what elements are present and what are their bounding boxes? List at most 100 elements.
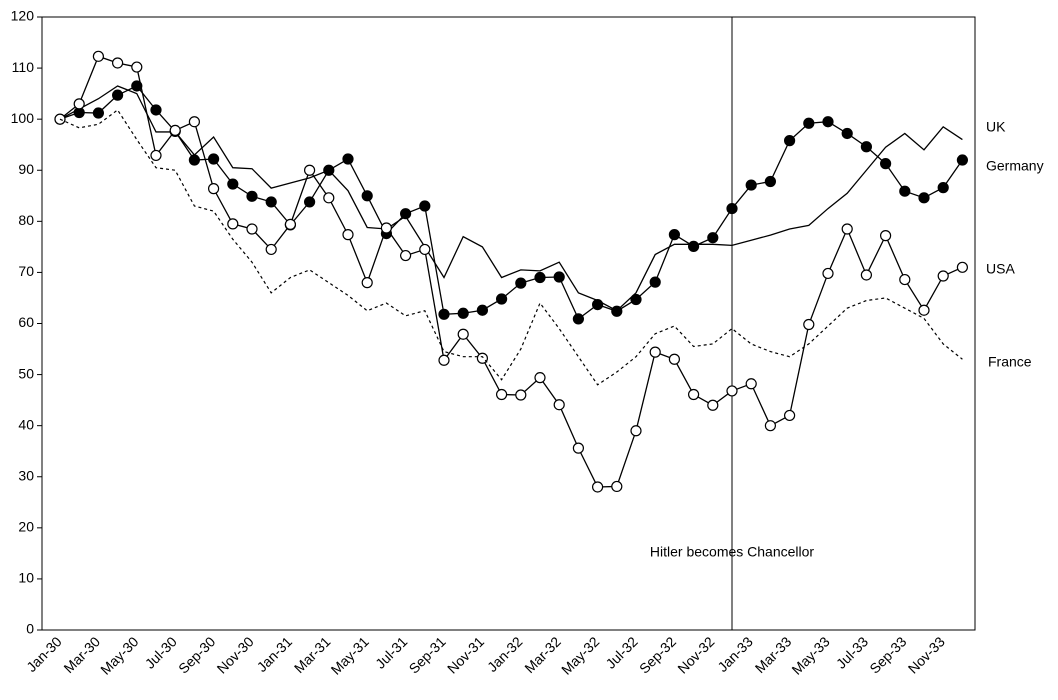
marker — [188, 116, 200, 128]
marker — [687, 240, 700, 252]
marker — [899, 185, 911, 197]
marker — [860, 269, 873, 281]
marker — [208, 153, 220, 165]
marker — [918, 304, 930, 316]
marker — [419, 200, 431, 212]
marker — [323, 192, 335, 204]
legend-label: Germany — [986, 158, 1044, 174]
y-tick-label: 60 — [18, 314, 34, 330]
marker — [630, 425, 642, 437]
x-tick-label: May-30 — [97, 633, 141, 677]
marker — [879, 158, 892, 170]
marker — [707, 399, 719, 411]
marker — [553, 399, 565, 411]
marker — [73, 98, 85, 110]
y-tick-label: 80 — [18, 212, 34, 228]
legend-label: UK — [986, 119, 1006, 135]
marker — [323, 164, 335, 176]
marker — [150, 104, 162, 116]
y-tick-label: 120 — [11, 8, 35, 24]
marker — [400, 249, 412, 262]
x-tick-label: May-33 — [788, 633, 832, 677]
annotation: Hitler becomes Chancellor — [650, 544, 815, 560]
marker — [937, 182, 949, 194]
series-line — [59, 109, 963, 386]
marker — [284, 218, 296, 230]
marker — [304, 164, 316, 176]
marker — [860, 141, 873, 153]
marker — [572, 313, 585, 325]
marker — [572, 442, 585, 454]
marker — [457, 307, 469, 319]
marker — [208, 183, 220, 195]
marker — [227, 218, 239, 230]
marker — [361, 277, 373, 289]
marker — [783, 135, 796, 147]
x-tick-label: Sep-33 — [866, 633, 909, 676]
series-line — [59, 85, 963, 312]
y-tick-label: 0 — [26, 621, 34, 637]
marker — [803, 318, 815, 331]
legend-label: USA — [986, 261, 1015, 277]
marker — [342, 229, 354, 241]
marker — [246, 223, 258, 235]
y-tick-label: 50 — [18, 365, 34, 381]
y-tick-label: 90 — [18, 161, 34, 177]
marker — [111, 57, 124, 69]
x-tick-label: Jan-32 — [484, 633, 526, 675]
marker — [265, 243, 277, 256]
marker — [937, 270, 949, 282]
marker — [745, 179, 757, 191]
marker — [150, 149, 162, 162]
x-tick-label: May-31 — [328, 633, 372, 677]
legend-label: France — [988, 354, 1032, 370]
marker — [726, 385, 738, 397]
marker — [726, 202, 738, 215]
marker — [803, 117, 815, 129]
marker — [92, 50, 105, 62]
plot-frame — [41, 16, 976, 631]
marker — [400, 208, 412, 220]
series-line — [59, 55, 963, 488]
x-tick-label: May-32 — [558, 633, 602, 677]
marker — [707, 232, 719, 244]
marker — [745, 378, 757, 390]
y-tick-label: 110 — [12, 59, 35, 75]
marker — [457, 328, 469, 340]
marker — [687, 388, 700, 401]
x-tick-label: Nov-31 — [444, 633, 487, 676]
marker — [783, 409, 796, 422]
marker — [131, 80, 143, 92]
y-tick-label: 20 — [18, 519, 34, 535]
y-tick-label: 100 — [11, 110, 35, 126]
x-tick-label: Nov-32 — [674, 633, 717, 676]
marker — [515, 389, 527, 401]
x-tick-label: Mar-30 — [60, 633, 103, 676]
marker — [438, 308, 450, 320]
marker — [361, 190, 373, 202]
marker — [611, 480, 623, 493]
x-tick-label: Sep-30 — [175, 633, 218, 676]
y-tick-label: 30 — [18, 467, 34, 483]
marker — [764, 175, 777, 188]
x-tick-label: Jan-33 — [714, 633, 756, 675]
marker — [246, 190, 258, 202]
marker — [668, 353, 681, 365]
x-tick-label: Jan-31 — [254, 633, 296, 675]
x-tick-label: Sep-31 — [405, 633, 448, 676]
x-tick-label: Mar-31 — [291, 633, 334, 676]
marker — [764, 420, 777, 432]
marker — [496, 293, 508, 305]
marker — [956, 261, 969, 273]
marker — [227, 178, 239, 190]
marker — [188, 154, 200, 166]
marker — [534, 271, 546, 284]
marker — [899, 273, 911, 286]
marker — [111, 89, 124, 101]
marker — [611, 305, 623, 317]
marker — [496, 388, 508, 401]
marker — [92, 107, 105, 119]
marker — [649, 346, 661, 358]
marker — [419, 243, 431, 256]
